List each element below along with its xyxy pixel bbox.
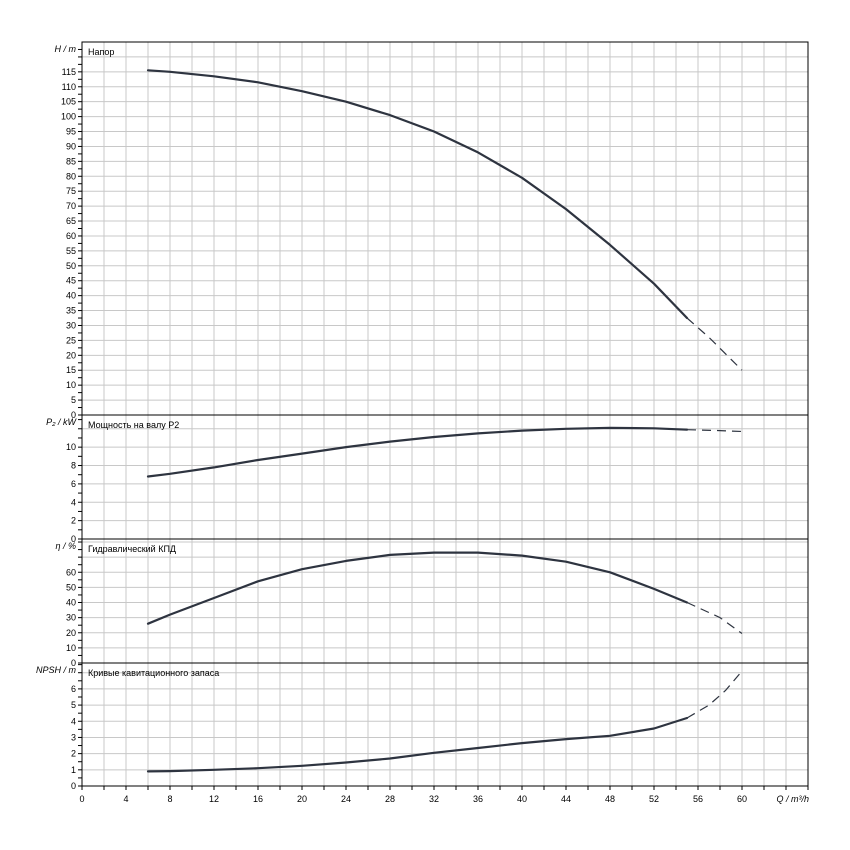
y-tick-label: 6 — [71, 684, 76, 694]
y-tick-label: 2 — [71, 516, 76, 526]
x-tick-label: 44 — [561, 794, 571, 804]
y-tick-label: 0 — [71, 410, 76, 420]
efficiency-curve — [146, 551, 689, 625]
efficiency-ylabel: η / % — [55, 541, 76, 551]
y-tick-label: 3 — [71, 732, 76, 742]
y-tick-label: 105 — [61, 97, 76, 107]
y-tick-label: 5 — [71, 395, 76, 405]
y-tick-label: 95 — [66, 127, 76, 137]
y-tick-label: 4 — [71, 497, 76, 507]
y-tick-label: 0 — [71, 658, 76, 668]
y-tick-label: 10 — [66, 643, 76, 653]
y-tick-label: 60 — [66, 231, 76, 241]
x-tick-label: 16 — [253, 794, 263, 804]
y-tick-label: 8 — [71, 461, 76, 471]
x-tick-label: 36 — [473, 794, 483, 804]
y-tick-label: 25 — [66, 335, 76, 345]
y-tick-label: 20 — [66, 350, 76, 360]
y-tick-label: 75 — [66, 186, 76, 196]
head-ylabel: H / m — [55, 44, 77, 54]
plot-frame — [81, 41, 809, 787]
x-tick-label: 56 — [693, 794, 703, 804]
npsh-title: Кривые кавитационного запаса — [88, 668, 219, 678]
x-tick-label: 8 — [167, 794, 172, 804]
grid-layer — [82, 42, 808, 786]
power-title: Мощность на валу P2 — [88, 420, 179, 430]
y-tick-label: 40 — [66, 291, 76, 301]
head-curve-extrapolated — [686, 317, 743, 371]
y-tick-label: 0 — [71, 534, 76, 544]
x-tick-label: 52 — [649, 794, 659, 804]
x-tick-label: 40 — [517, 794, 527, 804]
y-tick-label: 10 — [66, 380, 76, 390]
y-tick-label: 110 — [62, 82, 76, 92]
x-tick-label: 24 — [341, 794, 351, 804]
y-tick-label: 30 — [66, 613, 76, 623]
y-tick-label: 40 — [66, 598, 76, 608]
x-tick-label: 0 — [79, 794, 84, 804]
y-tick-label: 100 — [61, 112, 76, 122]
y-tick-label: 10 — [66, 442, 76, 452]
npsh-curve — [146, 716, 689, 773]
y-tick-label: 55 — [66, 246, 76, 256]
y-tick-label: 2 — [71, 749, 76, 759]
x-tick-label: 60 — [737, 794, 747, 804]
power-ylabel: P₂ / kW — [46, 417, 77, 427]
y-tick-label: 45 — [66, 276, 76, 286]
y-tick-label: 85 — [66, 156, 76, 166]
text-layer: 0510152025303540455055606570758085909510… — [36, 44, 809, 804]
y-tick-label: 0 — [71, 781, 76, 791]
head-curve — [146, 69, 689, 320]
y-tick-label: 6 — [71, 479, 76, 489]
efficiency-curve-extrapolated — [686, 601, 743, 634]
y-tick-label: 5 — [71, 700, 76, 710]
x-tick-label: 48 — [605, 794, 615, 804]
y-tick-label: 70 — [66, 201, 76, 211]
x-tick-label: 28 — [385, 794, 395, 804]
head-title: Напор — [88, 47, 114, 57]
y-tick-label: 20 — [66, 628, 76, 638]
y-tick-label: 4 — [71, 716, 76, 726]
npsh-curve-extrapolated — [686, 670, 743, 719]
y-tick-label: 60 — [66, 567, 76, 577]
x-axis-label: Q / m³/h — [776, 794, 809, 804]
y-tick-label: 30 — [66, 320, 76, 330]
npsh-ylabel: NPSH / m — [36, 665, 77, 675]
y-tick-label: 1 — [71, 765, 76, 775]
y-tick-label: 65 — [66, 216, 76, 226]
power-curve-extrapolated — [686, 429, 743, 433]
efficiency-title: Гидравлический КПД — [88, 544, 176, 554]
frame-layer — [78, 41, 809, 790]
y-tick-label: 35 — [66, 306, 76, 316]
x-tick-label: 32 — [429, 794, 439, 804]
x-tick-label: 20 — [297, 794, 307, 804]
y-tick-label: 90 — [66, 141, 76, 151]
curve-layer — [146, 69, 743, 773]
x-tick-label: 12 — [209, 794, 219, 804]
y-tick-label: 15 — [66, 365, 76, 375]
y-tick-label: 115 — [62, 67, 76, 77]
y-tick-label: 80 — [66, 171, 76, 181]
y-tick-label: 50 — [66, 261, 76, 271]
y-tick-label: 50 — [66, 582, 76, 592]
power-curve — [146, 426, 689, 478]
x-tick-label: 4 — [123, 794, 128, 804]
